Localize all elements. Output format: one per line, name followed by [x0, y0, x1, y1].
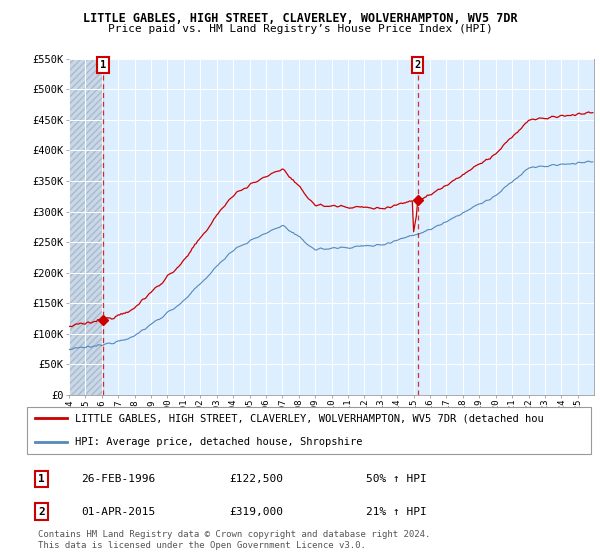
Text: 01-APR-2015: 01-APR-2015 [81, 506, 155, 516]
Text: Contains HM Land Registry data © Crown copyright and database right 2024.
This d: Contains HM Land Registry data © Crown c… [38, 530, 431, 549]
Text: 21% ↑ HPI: 21% ↑ HPI [366, 506, 427, 516]
Text: 2: 2 [415, 60, 421, 70]
Text: 2: 2 [38, 506, 45, 516]
Text: HPI: Average price, detached house, Shropshire: HPI: Average price, detached house, Shro… [76, 437, 363, 447]
Text: LITTLE GABLES, HIGH STREET, CLAVERLEY, WOLVERHAMPTON, WV5 7DR: LITTLE GABLES, HIGH STREET, CLAVERLEY, W… [83, 12, 517, 25]
Text: 50% ↑ HPI: 50% ↑ HPI [366, 474, 427, 484]
Text: £319,000: £319,000 [229, 506, 283, 516]
Bar [69, 59, 103, 395]
Text: 1: 1 [100, 60, 106, 70]
FancyBboxPatch shape [27, 407, 591, 454]
Text: 1: 1 [38, 474, 45, 484]
Text: 26-FEB-1996: 26-FEB-1996 [81, 474, 155, 484]
Text: £122,500: £122,500 [229, 474, 283, 484]
Bar [69, 59, 103, 395]
Text: LITTLE GABLES, HIGH STREET, CLAVERLEY, WOLVERHAMPTON, WV5 7DR (detached hou: LITTLE GABLES, HIGH STREET, CLAVERLEY, W… [76, 413, 544, 423]
Text: Price paid vs. HM Land Registry’s House Price Index (HPI): Price paid vs. HM Land Registry’s House … [107, 24, 493, 34]
